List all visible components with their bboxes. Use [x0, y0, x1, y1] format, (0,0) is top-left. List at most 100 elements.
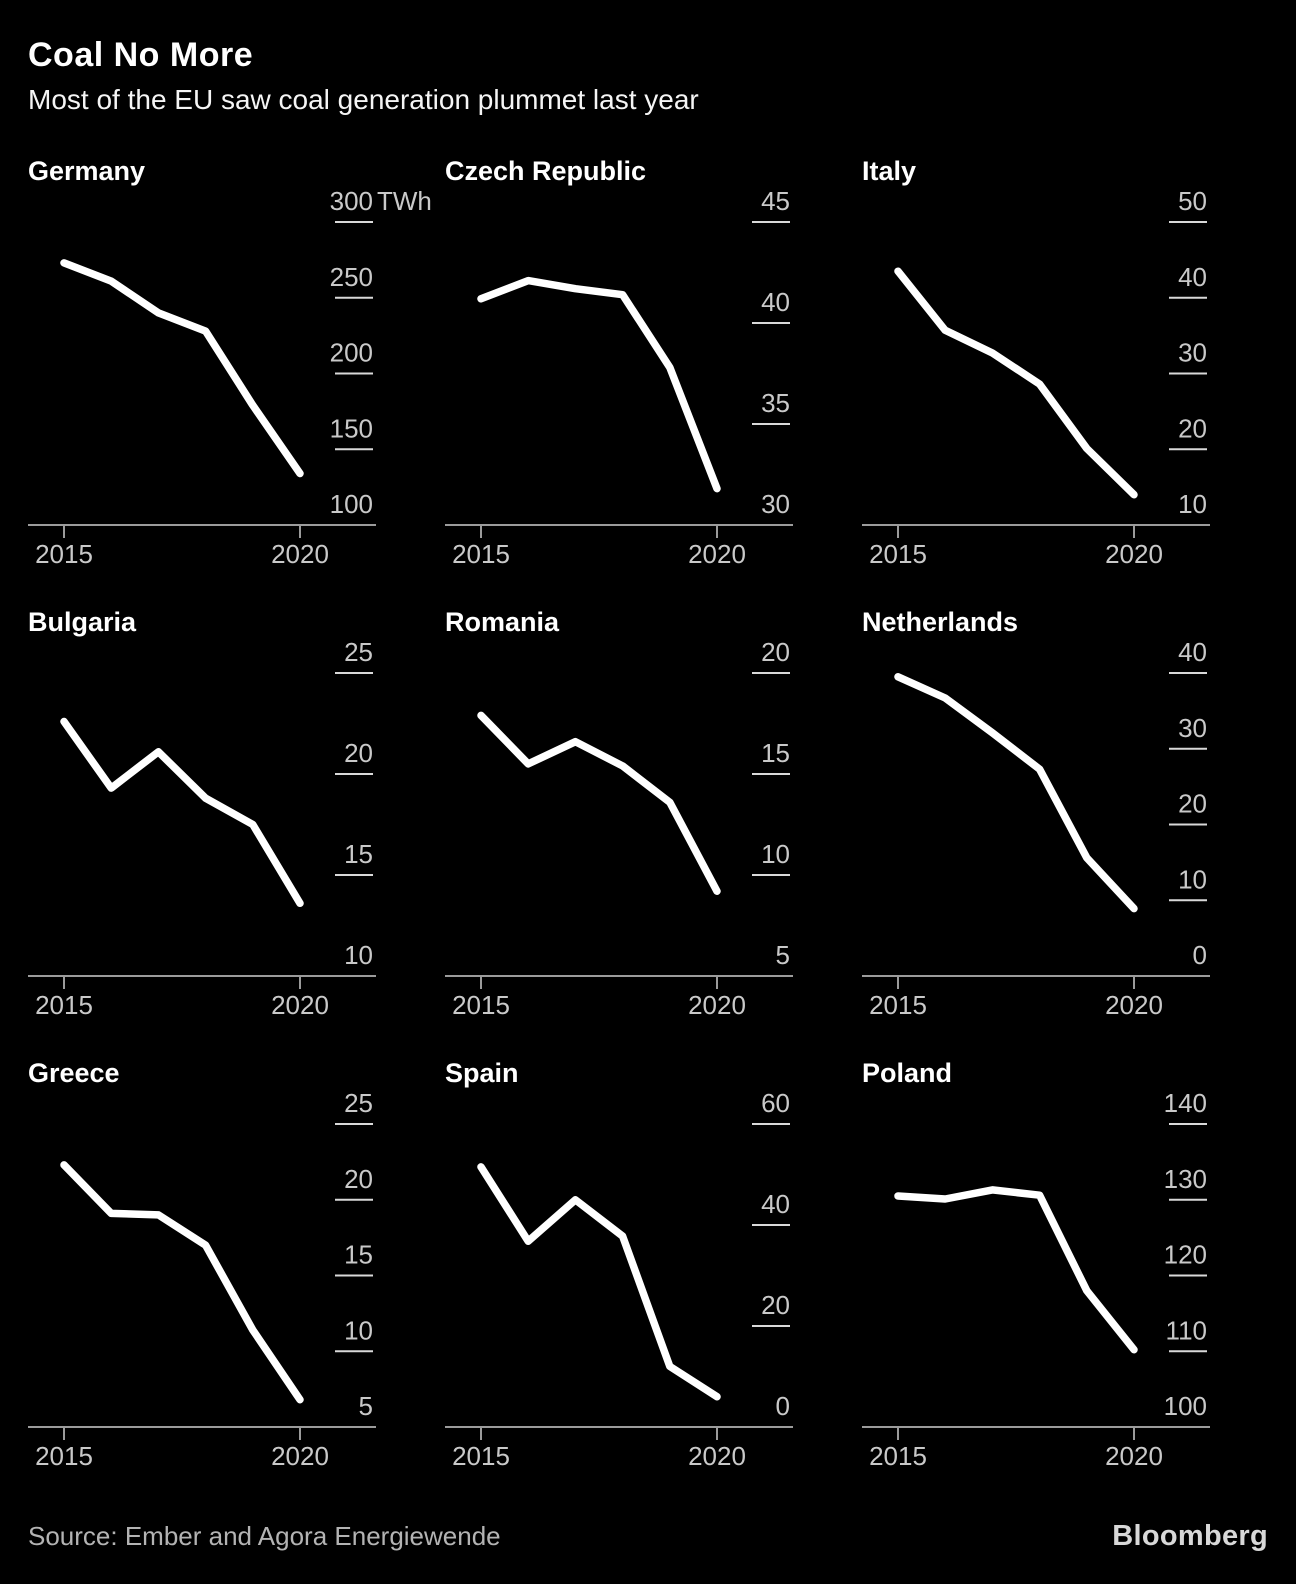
x-axis-label: 2015 [452, 1441, 510, 1471]
chart-title: Poland [862, 1058, 953, 1089]
y-axis-label: 20 [1178, 789, 1207, 819]
y-axis-label: 15 [344, 839, 373, 869]
y-axis-label: 300 [330, 186, 373, 216]
line-chart-czech-republic: 45 40 35 30 2015 2020 [445, 186, 793, 569]
y-axis-label: 30 [1178, 713, 1207, 743]
footer: Source: Ember and Agora Energiewende Blo… [28, 1520, 1268, 1553]
chart-netherlands: Netherlands 40 30 20 10 0 2015 2020 [862, 607, 1210, 1025]
x-axis-label: 2015 [869, 990, 927, 1020]
y-axis-label: 20 [344, 1164, 373, 1194]
data-line [477, 711, 721, 896]
chart-title: Romania [445, 607, 560, 638]
x-axis-label: 2015 [35, 1441, 93, 1471]
x-axis-label: 2020 [1105, 990, 1163, 1020]
x-axis-label: 2020 [1105, 539, 1163, 569]
chart-title: Netherlands [862, 607, 1019, 638]
line-chart-spain: 60 40 20 0 2015 2020 [445, 1088, 793, 1471]
x-axis-label: 2020 [688, 990, 746, 1020]
x-axis-label: 2015 [35, 539, 93, 569]
y-axis-label: 250 [330, 262, 373, 292]
chart-poland: Poland 140 130 120 110 100 2015 2020 [862, 1058, 1210, 1476]
y-axis-label: 20 [344, 738, 373, 768]
chart-title: Italy [862, 156, 917, 187]
x-axis-label: 2015 [869, 539, 927, 569]
y-axis-label: 25 [344, 1088, 373, 1118]
y-axis-label: 0 [1193, 940, 1207, 970]
chart-greece: Greece 25 20 15 10 5 2015 2020 [28, 1058, 376, 1476]
y-axis-label: 40 [1178, 262, 1207, 292]
data-line [894, 1186, 1138, 1354]
y-axis-label: 40 [1178, 637, 1207, 667]
y-axis-label: 20 [761, 637, 790, 667]
y-axis-label: 60 [761, 1088, 790, 1118]
line-chart-netherlands: 40 30 20 10 0 2015 2020 [862, 637, 1210, 1020]
x-axis-label: 2015 [452, 539, 510, 569]
y-axis-label: 100 [330, 489, 373, 519]
y-axis-label: 40 [761, 287, 790, 317]
data-line [477, 276, 721, 493]
bloomberg-logo: Bloomberg [1112, 1520, 1268, 1553]
data-line [60, 717, 304, 908]
chart-romania: Romania 20 15 10 5 2015 2020 [445, 607, 793, 1025]
y-axis-label: 5 [776, 940, 790, 970]
chart-italy: Italy 50 40 30 20 10 2015 2020 [862, 156, 1210, 574]
x-axis-label: 2020 [688, 539, 746, 569]
y-axis-label: 150 [330, 413, 373, 443]
x-axis-label: 2015 [35, 990, 93, 1020]
chart-title: Czech Republic [445, 156, 647, 187]
y-axis-label: 130 [1164, 1164, 1207, 1194]
chart-title: Bulgaria [28, 607, 137, 638]
y-axis-label: 15 [344, 1240, 373, 1270]
x-axis-label: 2020 [271, 990, 329, 1020]
y-axis-label: 200 [330, 338, 373, 368]
chart-bulgaria: Bulgaria 25 20 15 10 2015 2020 [28, 607, 376, 1025]
y-axis-label: 110 [1166, 1315, 1207, 1345]
y-axis-label: 10 [344, 1315, 373, 1345]
small-multiples-grid: Germany 300 TWh 250 200 150 100 2015 2020 Czech… [28, 156, 1268, 1476]
chart-spain: Spain 60 40 20 0 2015 2020 [445, 1058, 793, 1476]
x-axis-label: 2020 [271, 539, 329, 569]
page-subtitle: Most of the EU saw coal generation plumm… [28, 84, 699, 116]
x-axis-label: 2015 [452, 990, 510, 1020]
y-axis-label: 0 [776, 1391, 790, 1421]
chart-title: Greece [28, 1058, 120, 1089]
y-axis-label: 45 [761, 186, 790, 216]
y-axis-label: 35 [761, 388, 790, 418]
y-axis-label: 40 [761, 1189, 790, 1219]
chart-title: Germany [28, 156, 146, 187]
y-axis-label: 25 [344, 637, 373, 667]
data-line [477, 1163, 721, 1401]
y-axis-label: 20 [761, 1290, 790, 1320]
y-axis-label: 10 [1178, 864, 1207, 894]
data-line [894, 673, 1138, 913]
chart-title: Spain [445, 1058, 519, 1089]
source-note: Source: Ember and Agora Energiewende [28, 1521, 501, 1552]
line-chart-poland: 140 130 120 110 100 2015 2020 [862, 1088, 1210, 1471]
chart-germany: Germany 300 TWh 250 200 150 100 2015 2020 [28, 156, 432, 574]
line-chart-germany: 300 TWh 250 200 150 100 2015 2020 [28, 186, 432, 569]
x-axis-label: 2015 [869, 1441, 927, 1471]
x-axis-label: 2020 [271, 1441, 329, 1471]
y-axis-label: 120 [1164, 1240, 1207, 1270]
y-axis-unit-label: TWh [377, 186, 432, 216]
x-axis-label: 2020 [1105, 1441, 1163, 1471]
page-title: Coal No More [28, 36, 254, 74]
y-axis-label: 30 [1178, 338, 1207, 368]
y-axis-label: 50 [1178, 186, 1207, 216]
chart-czech-republic: Czech Republic 45 40 35 30 2015 2020 [445, 156, 793, 574]
y-axis-label: 10 [344, 940, 373, 970]
y-axis-label: 140 [1164, 1088, 1207, 1118]
data-line [894, 267, 1138, 499]
y-axis-label: 30 [761, 489, 790, 519]
data-line [60, 1161, 304, 1404]
y-axis-label: 20 [1178, 413, 1207, 443]
data-line [60, 259, 304, 478]
y-axis-label: 15 [761, 738, 790, 768]
x-axis-label: 2020 [688, 1441, 746, 1471]
y-axis-label: 100 [1164, 1391, 1207, 1421]
